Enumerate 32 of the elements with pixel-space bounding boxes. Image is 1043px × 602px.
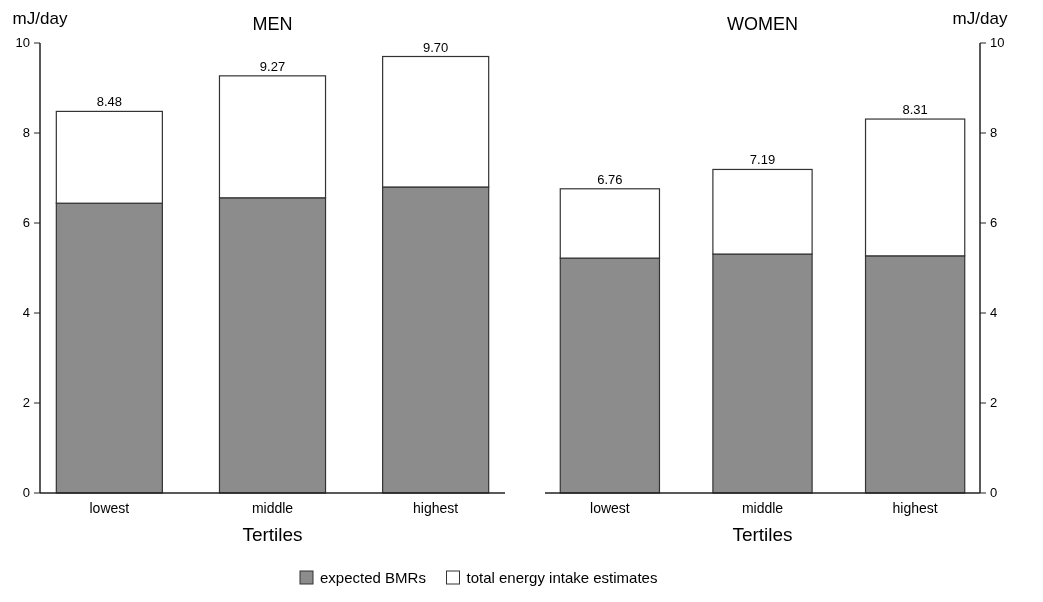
x-axis-title: Tertiles xyxy=(732,524,793,545)
y-tick-label: 10 xyxy=(15,35,30,50)
x-tick-label: highest xyxy=(892,500,938,516)
y-axis-title: mJ/day xyxy=(12,9,68,28)
total-label: 6.76 xyxy=(597,171,623,187)
chart-title: WOMEN xyxy=(727,14,798,34)
total-label: 8.31 xyxy=(902,102,928,118)
y2-axis-title: mJ/day xyxy=(952,9,1008,28)
x-tick-label: highest xyxy=(413,500,459,516)
legend-label: total energy intake estimates xyxy=(466,569,658,586)
y-tick-label: 0 xyxy=(22,485,30,500)
y-tick-label: 4 xyxy=(22,305,30,320)
x-tick-label: lowest xyxy=(89,500,130,516)
x-tick-label: middle xyxy=(251,500,294,516)
chart-title: MEN xyxy=(252,14,293,34)
y2-tick-label: 8 xyxy=(990,125,998,140)
x-axis-title: Tertiles xyxy=(242,524,303,545)
y-tick-label: 6 xyxy=(22,215,30,230)
y2-tick-label: 6 xyxy=(990,215,998,230)
x-tick-label: lowest xyxy=(590,500,630,516)
y2-tick-label: 0 xyxy=(990,485,998,500)
y-tick-label: 8 xyxy=(22,125,30,140)
y2-tick-label: 2 xyxy=(990,395,998,410)
legend-label: expected BMRs xyxy=(320,569,426,586)
y2-tick-label: 10 xyxy=(990,35,1005,50)
total-label: 9.70 xyxy=(423,39,449,55)
total-label: 8.48 xyxy=(96,94,122,110)
total-label: 9.27 xyxy=(259,58,286,74)
y2-tick-label: 4 xyxy=(990,305,998,320)
x-tick-label: middle xyxy=(741,500,784,516)
total-label: 7.19 xyxy=(749,152,776,168)
y-tick-label: 2 xyxy=(22,395,30,410)
